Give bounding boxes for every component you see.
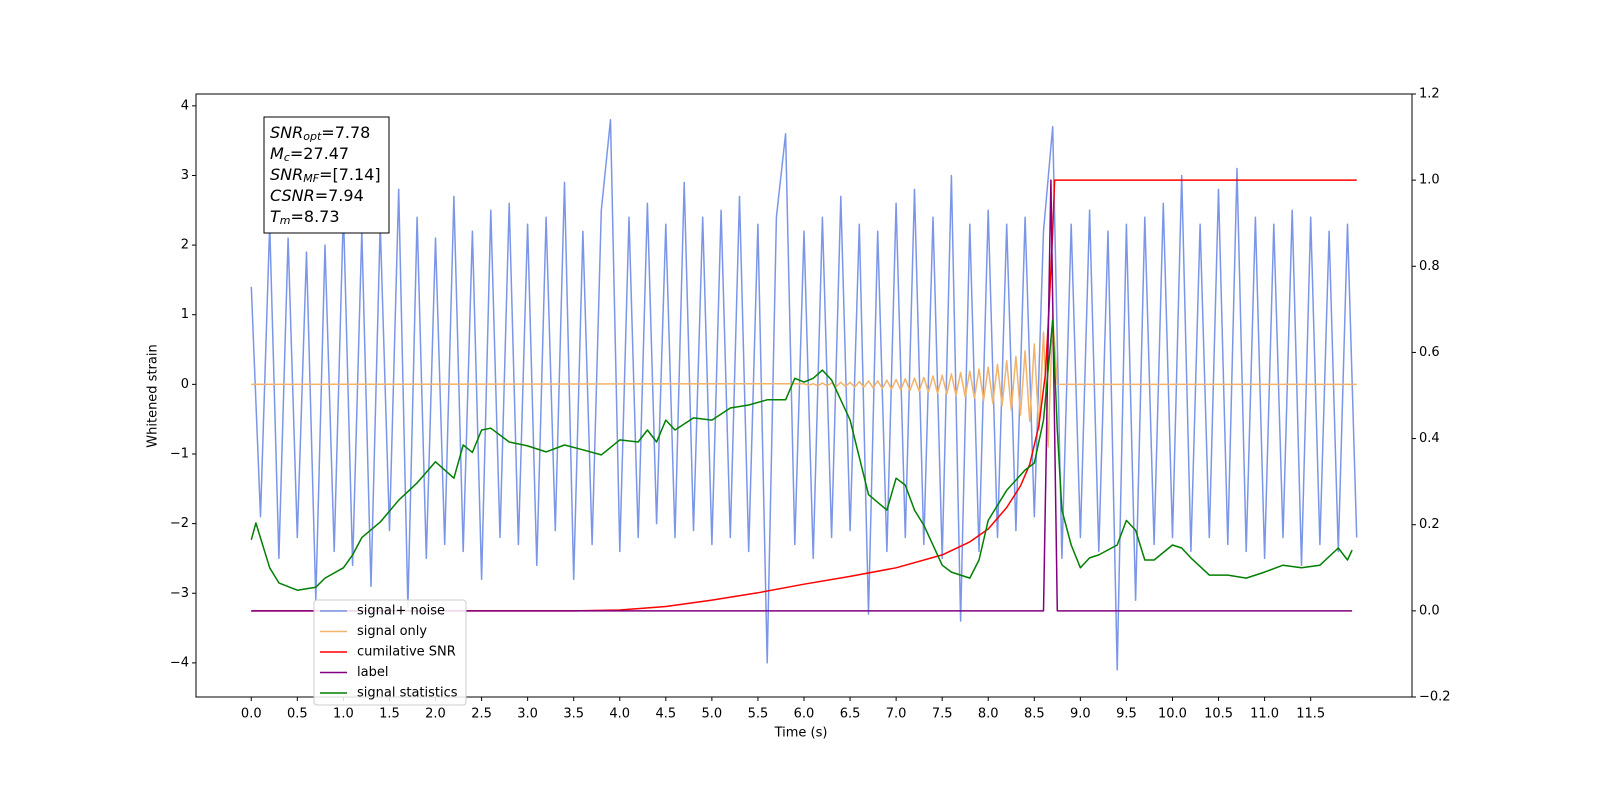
x-tick-label: 8.0 bbox=[978, 707, 999, 722]
x-tick-label: 4.5 bbox=[655, 707, 676, 722]
y2-tick-label: −0.2 bbox=[1419, 690, 1451, 705]
x-tick-label: 4.0 bbox=[609, 707, 630, 722]
y2-tick-label: 0.6 bbox=[1419, 345, 1440, 360]
annotation-subscript: c bbox=[284, 151, 290, 164]
y2-tick-label: 1.0 bbox=[1419, 173, 1440, 188]
annotation-symbol: M bbox=[270, 144, 284, 163]
annotation-symbol: SNR bbox=[270, 123, 303, 142]
x-tick-label: 3.0 bbox=[517, 707, 538, 722]
legend-label: label bbox=[357, 665, 388, 680]
annotation-subscript: opt bbox=[303, 130, 322, 143]
x-tick-label: 11.5 bbox=[1296, 707, 1325, 722]
x-tick-label: 7.5 bbox=[932, 707, 953, 722]
annotation-line: SNRopt=7.78 bbox=[270, 123, 370, 144]
x-tick-label: 11.0 bbox=[1250, 707, 1279, 722]
series-line bbox=[251, 313, 1357, 448]
x-tick-label: 10.5 bbox=[1204, 707, 1233, 722]
x-tick-label: 0.0 bbox=[241, 707, 262, 722]
legend-frame bbox=[313, 599, 467, 706]
x-tick-label: 8.5 bbox=[1024, 707, 1045, 722]
y-tick-label: 4 bbox=[181, 98, 189, 113]
annotation-text: =8.73 bbox=[291, 207, 340, 226]
annotation-symbol: T bbox=[270, 207, 281, 226]
annotation-text: =27.47 bbox=[290, 144, 349, 163]
y2-tick-label: 0.8 bbox=[1419, 259, 1440, 274]
legend-label: signal+ noise bbox=[357, 604, 445, 619]
y-axis-label: Whitened strain bbox=[146, 344, 161, 447]
x-tick-label: 5.0 bbox=[702, 707, 723, 722]
ticks: 0.0 0.5 1.0 1.5 2.0 2.5 3.0 3.5 4.0 4.5 5.0 5.5 6.0 6… bbox=[170, 87, 1451, 722]
legend-label: signal statistics bbox=[357, 686, 458, 701]
y-tick-label: 0 bbox=[181, 377, 189, 392]
y-tick-label: 3 bbox=[181, 168, 189, 183]
x-tick-label: 6.5 bbox=[840, 707, 861, 722]
annotation-text: =7.78 bbox=[321, 123, 370, 142]
x-tick-label: 6.0 bbox=[794, 707, 815, 722]
x-tick-label: 0.5 bbox=[287, 707, 308, 722]
y-tick-label: −2 bbox=[170, 516, 189, 531]
y2-tick-label: 1.2 bbox=[1419, 87, 1440, 102]
annotation-line: Tm=8.73 bbox=[270, 207, 340, 228]
x-axis-label: Time (s) bbox=[774, 726, 828, 741]
x-tick-label: 2.0 bbox=[425, 707, 446, 722]
x-tick-label: 5.5 bbox=[748, 707, 769, 722]
legend-label: cumilative SNR bbox=[357, 645, 456, 660]
series-line bbox=[250, 119, 1358, 671]
y-tick-label: −3 bbox=[170, 586, 189, 601]
series-line bbox=[250, 319, 1353, 591]
x-tick-label: 7.0 bbox=[886, 707, 907, 722]
annotation-text: =7.94 bbox=[315, 186, 364, 205]
x-tick-label: 2.5 bbox=[471, 707, 492, 722]
annotation-line: SNRMF=[7.14] bbox=[270, 165, 381, 186]
x-tick-label: 1.5 bbox=[379, 707, 400, 722]
annotation-subscript: m bbox=[280, 214, 291, 227]
annotation-subscript: MF bbox=[303, 172, 319, 185]
series-line bbox=[251, 179, 1353, 612]
y-tick-label: −1 bbox=[170, 446, 189, 461]
plot-area bbox=[250, 119, 1358, 671]
legend: signal+ noise signal only cumilative SNR la… bbox=[313, 599, 467, 706]
annotation-text: =[7.14] bbox=[319, 165, 381, 184]
annotation-symbol: SNR bbox=[270, 165, 303, 184]
legend-label: signal only bbox=[357, 624, 427, 639]
y2-tick-label: 0.4 bbox=[1419, 431, 1440, 446]
x-tick-label: 1.0 bbox=[333, 707, 354, 722]
y2-tick-label: 0.0 bbox=[1419, 603, 1440, 618]
annotation-frame bbox=[263, 116, 390, 234]
x-tick-label: 3.5 bbox=[563, 707, 584, 722]
x-tick-label: 9.0 bbox=[1070, 707, 1091, 722]
x-tick-label: 9.5 bbox=[1116, 707, 1137, 722]
x-tick-label: 10.0 bbox=[1158, 707, 1187, 722]
y2-tick-label: 0.2 bbox=[1419, 517, 1440, 532]
y-tick-label: 1 bbox=[181, 307, 189, 322]
annotation-line: Mc=27.47 bbox=[270, 144, 349, 165]
y-tick-label: −4 bbox=[170, 655, 189, 670]
annotation-line: CSNR=7.94 bbox=[270, 186, 364, 205]
annotation-symbol: CSNR bbox=[270, 186, 315, 205]
y-tick-label: 2 bbox=[181, 238, 189, 253]
annotation-box: SNRopt=7.78Mc=27.47SNRMF=[7.14]CSNR=7.94… bbox=[263, 116, 390, 234]
